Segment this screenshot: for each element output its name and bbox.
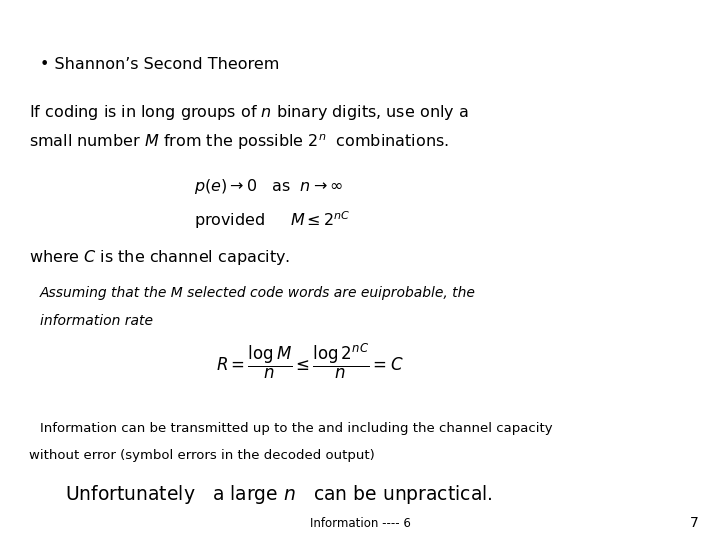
Text: • Shannon’s Second Theorem: • Shannon’s Second Theorem (40, 57, 279, 72)
Text: Information ---- 6: Information ---- 6 (310, 517, 410, 530)
Text: $R = \dfrac{\log M}{n} \leq \dfrac{\log 2^{nC}}{n} = C$: $R = \dfrac{\log M}{n} \leq \dfrac{\log … (216, 342, 404, 381)
Text: information rate: information rate (40, 314, 153, 328)
Text: small number $M$ from the possible $2^n$  combinations.: small number $M$ from the possible $2^n$… (29, 132, 449, 152)
Text: provided     $M \leq 2^{nC}$: provided $M \leq 2^{nC}$ (194, 209, 351, 231)
Text: Information can be transmitted up to the and including the channel capacity: Information can be transmitted up to the… (40, 422, 552, 435)
Text: without error (symbol errors in the decoded output): without error (symbol errors in the deco… (29, 449, 374, 462)
Text: Unfortunately   a large $n$   can be unpractical.: Unfortunately a large $n$ can be unpract… (65, 483, 492, 507)
Text: $p(e) \rightarrow 0$   as  $n \rightarrow \infty$: $p(e) \rightarrow 0$ as $n \rightarrow \… (194, 177, 343, 196)
Text: If coding is in long groups of $n$ binary digits, use only a: If coding is in long groups of $n$ binar… (29, 103, 468, 122)
Text: 7: 7 (690, 516, 698, 530)
Text: where $C$ is the channel capacity.: where $C$ is the channel capacity. (29, 248, 290, 267)
Text: Assuming that the M selected code words are euiprobable, the: Assuming that the M selected code words … (40, 286, 475, 300)
